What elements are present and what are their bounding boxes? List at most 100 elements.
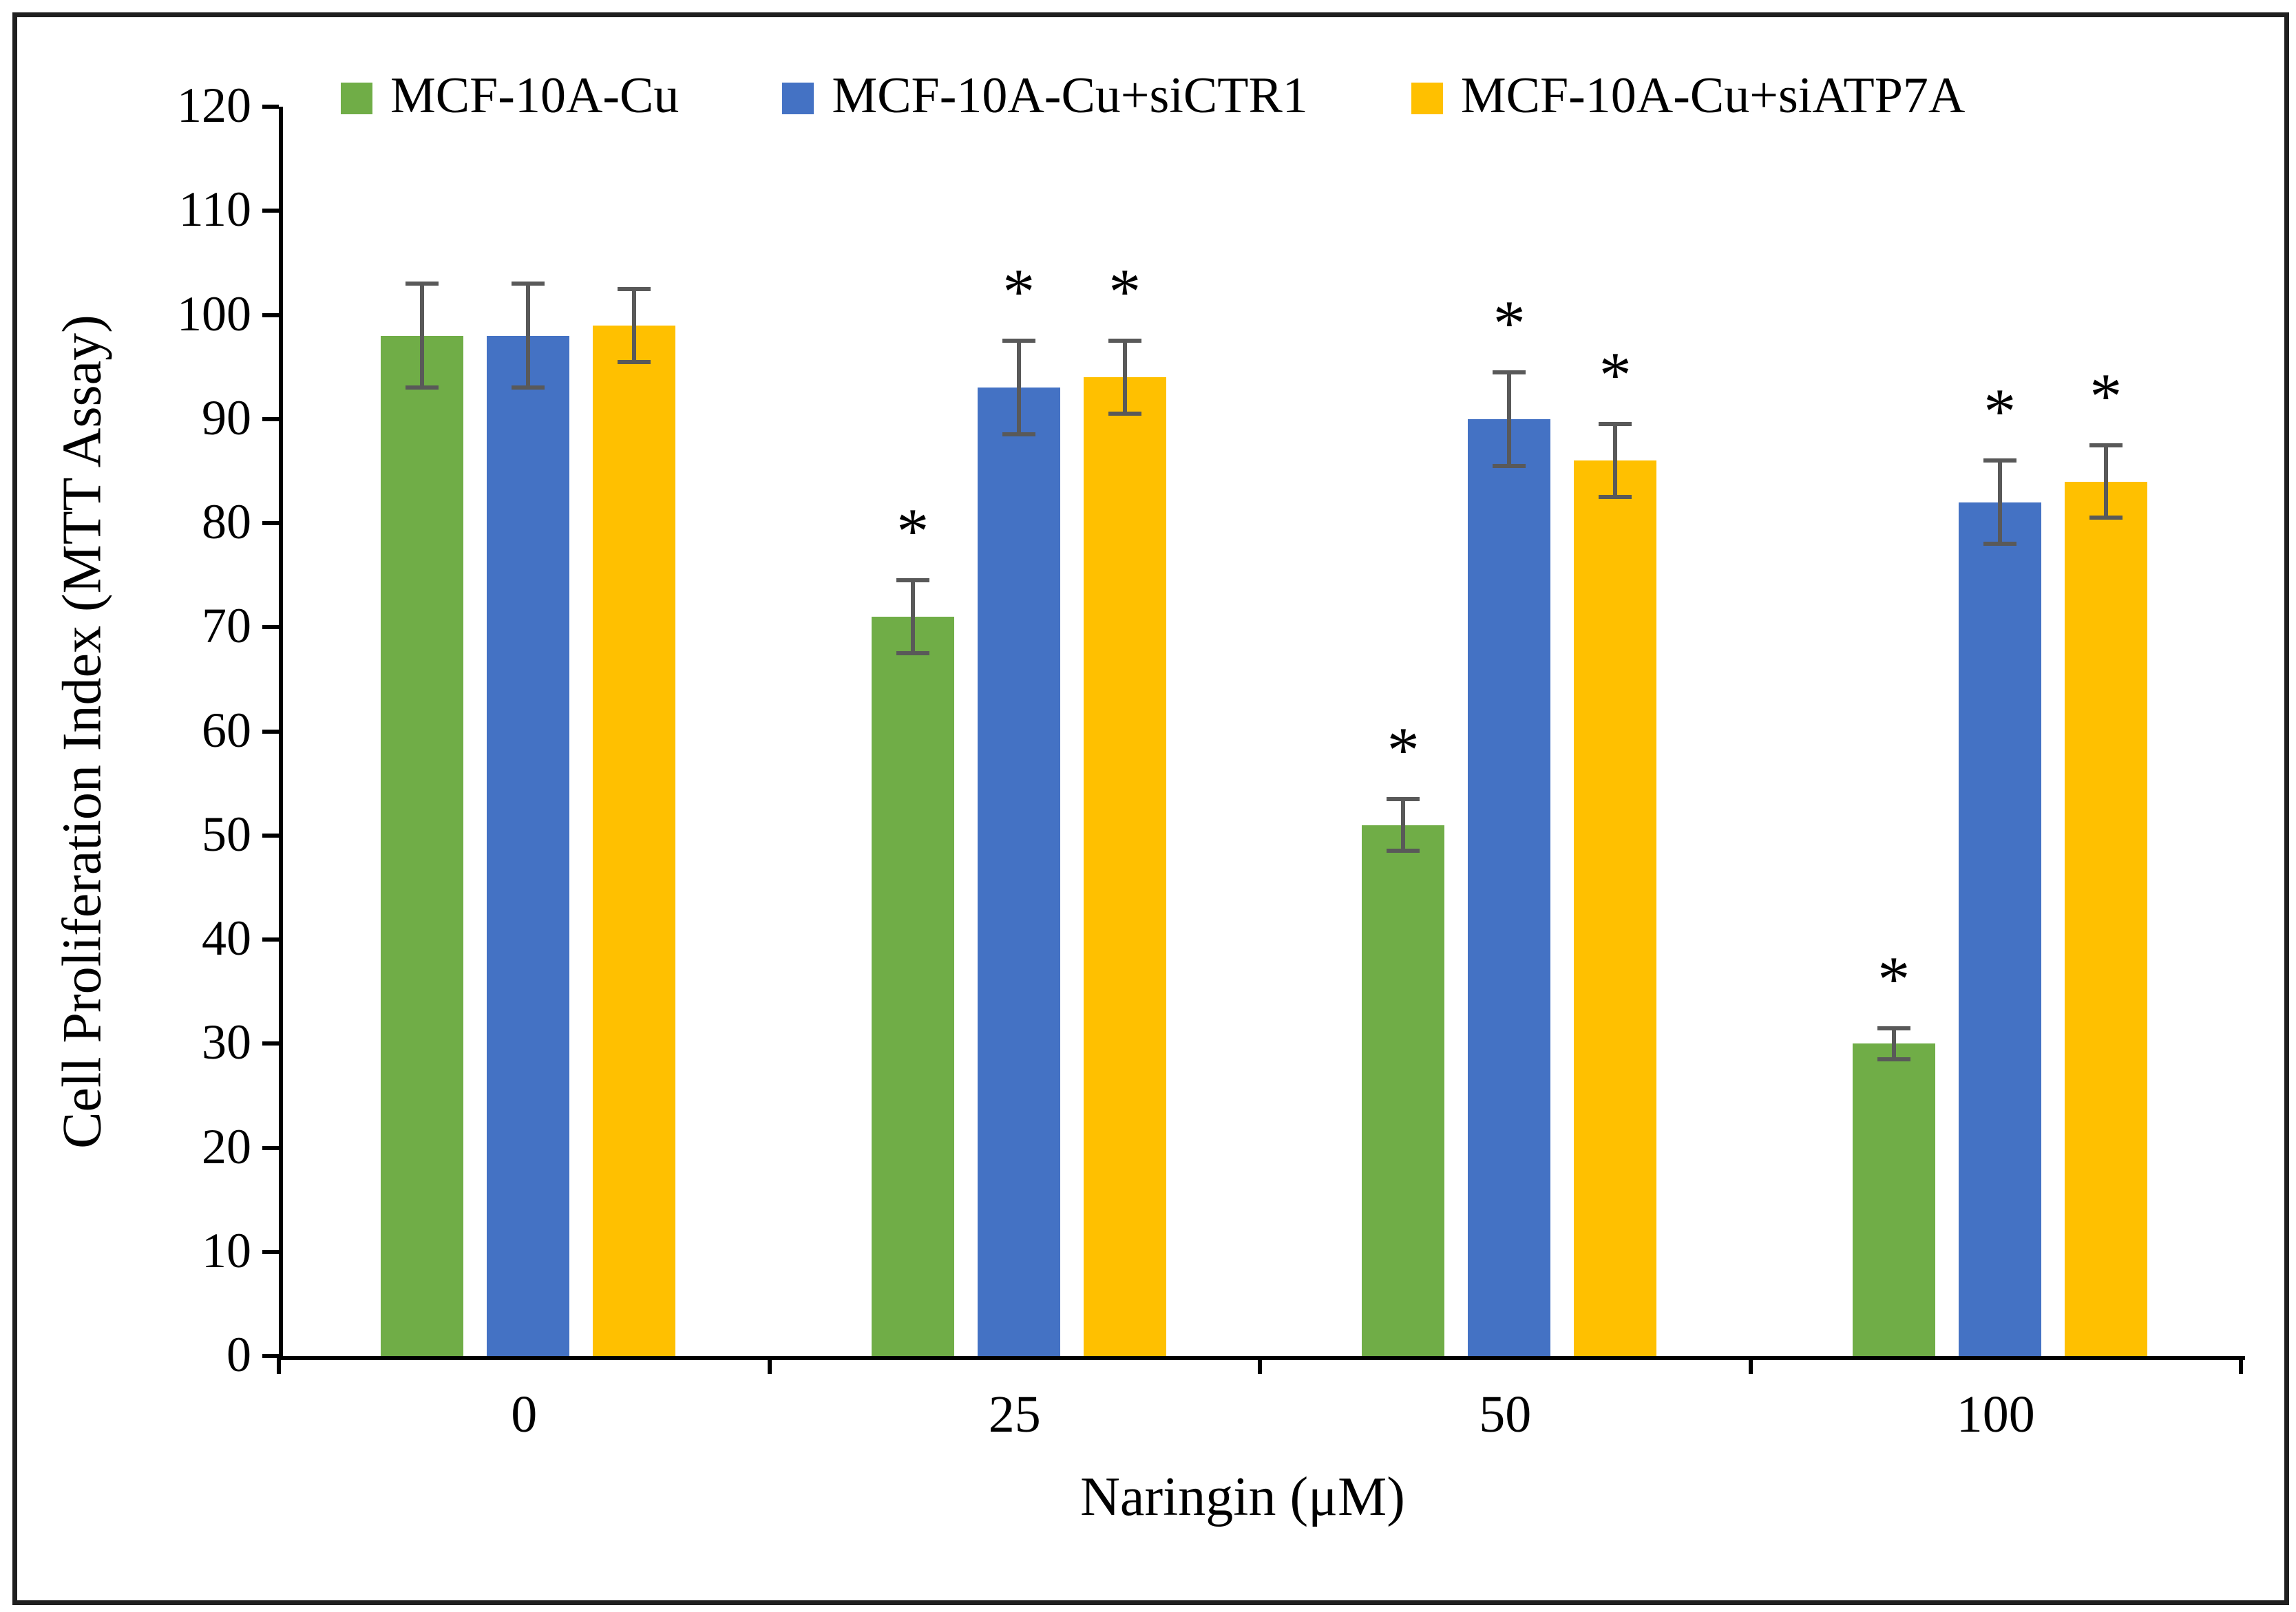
error-bar-cap-top (896, 578, 929, 583)
legend-item: MCF-10A-Cu+siATP7A (1411, 67, 1966, 125)
significance-asterisk: * (1493, 287, 1526, 359)
bar-MCF-10A-Cu+siCTR1-50 (1468, 418, 1551, 1356)
bar-MCF-10A-Cu+siATP7A-100 (2064, 481, 2147, 1356)
y-tick-label: 90 (202, 390, 251, 445)
x-tick-mark (2239, 1356, 2243, 1374)
y-tick-label: 70 (202, 598, 251, 654)
error-bar-cap-bottom (1108, 412, 1141, 416)
legend-swatch (341, 82, 372, 114)
plot-area: * * * * * * * * * (279, 107, 2245, 1360)
legend-swatch (1411, 82, 1443, 114)
error-bar-cap-bottom (1493, 463, 1526, 468)
x-tick-mark (1258, 1356, 1262, 1374)
significance-asterisk: * (1983, 376, 2016, 448)
error-bar-line (910, 580, 915, 654)
error-bar-cap-top (1108, 339, 1141, 343)
y-tick-label: 100 (177, 286, 251, 341)
error-bar-cap-bottom (1002, 432, 1035, 437)
error-bar-cap-top (2089, 443, 2123, 447)
y-tick-label: 110 (178, 182, 251, 237)
legend-swatch (782, 82, 814, 114)
legend: MCF-10A-Cu MCF-10A-Cu+siCTR1 MCF-10A-Cu+si… (341, 67, 1965, 125)
bar-MCF-10A-Cu+siATP7A-50 (1574, 460, 1657, 1356)
figure-frame: Cell Proliferation Index (MTT Assay) MCF… (12, 12, 2289, 1605)
error-bar-line (420, 284, 425, 388)
error-bar-line (2103, 445, 2108, 518)
significance-asterisk: * (2089, 360, 2123, 432)
bar-MCF-10A-Cu-50 (1362, 825, 1445, 1356)
x-category-label: 25 (988, 1386, 1041, 1443)
y-tick-label: 120 (177, 77, 251, 133)
error-bar-line (1613, 424, 1618, 498)
bar-MCF-10A-Cu-100 (1852, 1043, 1935, 1356)
y-tick-mark (262, 625, 279, 630)
y-tick-label: 10 (202, 1222, 251, 1278)
error-bar-line (1016, 341, 1021, 435)
x-category-label: 100 (1956, 1386, 2035, 1443)
legend-label: MCF-10A-Cu+siCTR1 (832, 67, 1308, 124)
y-tick-label: 20 (202, 1118, 251, 1174)
legend-item: MCF-10A-Cu (341, 67, 679, 125)
error-bar-cap-top (618, 286, 651, 291)
y-tick-mark (262, 521, 279, 525)
error-bar-cap-top (512, 282, 545, 286)
error-bar-cap-bottom (2089, 516, 2123, 520)
y-tick-mark (262, 1354, 279, 1358)
error-bar-cap-bottom (1877, 1057, 1910, 1061)
y-tick-label: 0 (227, 1326, 251, 1382)
legend-item: MCF-10A-Cu+siCTR1 (782, 67, 1308, 125)
error-bar-line (1891, 1028, 1896, 1059)
x-tick-mark (767, 1356, 772, 1374)
significance-asterisk: * (1599, 339, 1632, 412)
error-bar-line (1997, 460, 2002, 544)
significance-asterisk: * (896, 496, 929, 568)
error-bar-cap-bottom (1387, 849, 1420, 853)
error-bar-cap-bottom (1983, 542, 2016, 547)
bar-MCF-10A-Cu-0 (381, 335, 464, 1356)
y-tick-mark (262, 1249, 279, 1254)
y-tick-mark (262, 312, 279, 317)
x-tick-mark (277, 1356, 281, 1374)
y-tick-mark (262, 833, 279, 838)
x-axis-title: Naringin (μM) (1080, 1467, 1405, 1527)
error-bar-line (1507, 372, 1512, 466)
bar-MCF-10A-Cu+siCTR1-100 (1958, 502, 2041, 1356)
y-tick-label: 40 (202, 910, 251, 966)
y-tick-mark (262, 1145, 279, 1150)
error-bar-cap-bottom (896, 651, 929, 656)
significance-asterisk: * (1108, 256, 1141, 328)
error-bar-cap-top (1983, 458, 2016, 463)
y-tick-label: 30 (202, 1015, 251, 1070)
error-bar-cap-bottom (512, 385, 545, 390)
y-tick-mark (262, 937, 279, 942)
bar-MCF-10A-Cu+siATP7A-25 (1083, 377, 1166, 1356)
x-category-label: 0 (511, 1386, 538, 1443)
error-bar-line (1401, 798, 1406, 851)
error-bar-cap-bottom (406, 385, 439, 390)
y-tick-mark (262, 105, 279, 109)
y-tick-mark (262, 209, 279, 213)
error-bar-line (1122, 341, 1127, 414)
y-tick-label: 60 (202, 702, 251, 758)
y-tick-label: 50 (202, 806, 251, 862)
error-bar-line (632, 288, 637, 362)
error-bar-line (526, 284, 531, 388)
bar-MCF-10A-Cu-25 (871, 617, 954, 1356)
legend-label: MCF-10A-Cu (390, 67, 680, 124)
bar-MCF-10A-Cu+siCTR1-0 (487, 335, 570, 1356)
error-bar-cap-top (1387, 796, 1420, 801)
bar-MCF-10A-Cu+siATP7A-0 (593, 325, 676, 1356)
y-tick-mark (262, 1041, 279, 1046)
y-tick-mark (262, 729, 279, 734)
x-category-label: 50 (1479, 1386, 1532, 1443)
error-bar-cap-top (1002, 339, 1035, 343)
error-bar-cap-top (1493, 370, 1526, 374)
significance-asterisk: * (1387, 714, 1420, 786)
bar-MCF-10A-Cu+siCTR1-25 (977, 388, 1060, 1356)
error-bar-cap-bottom (1599, 495, 1632, 500)
legend-label: MCF-10A-Cu+siATP7A (1460, 67, 1966, 124)
y-tick-mark (262, 416, 279, 421)
significance-asterisk: * (1877, 943, 1910, 1015)
error-bar-cap-top (1877, 1026, 1910, 1030)
